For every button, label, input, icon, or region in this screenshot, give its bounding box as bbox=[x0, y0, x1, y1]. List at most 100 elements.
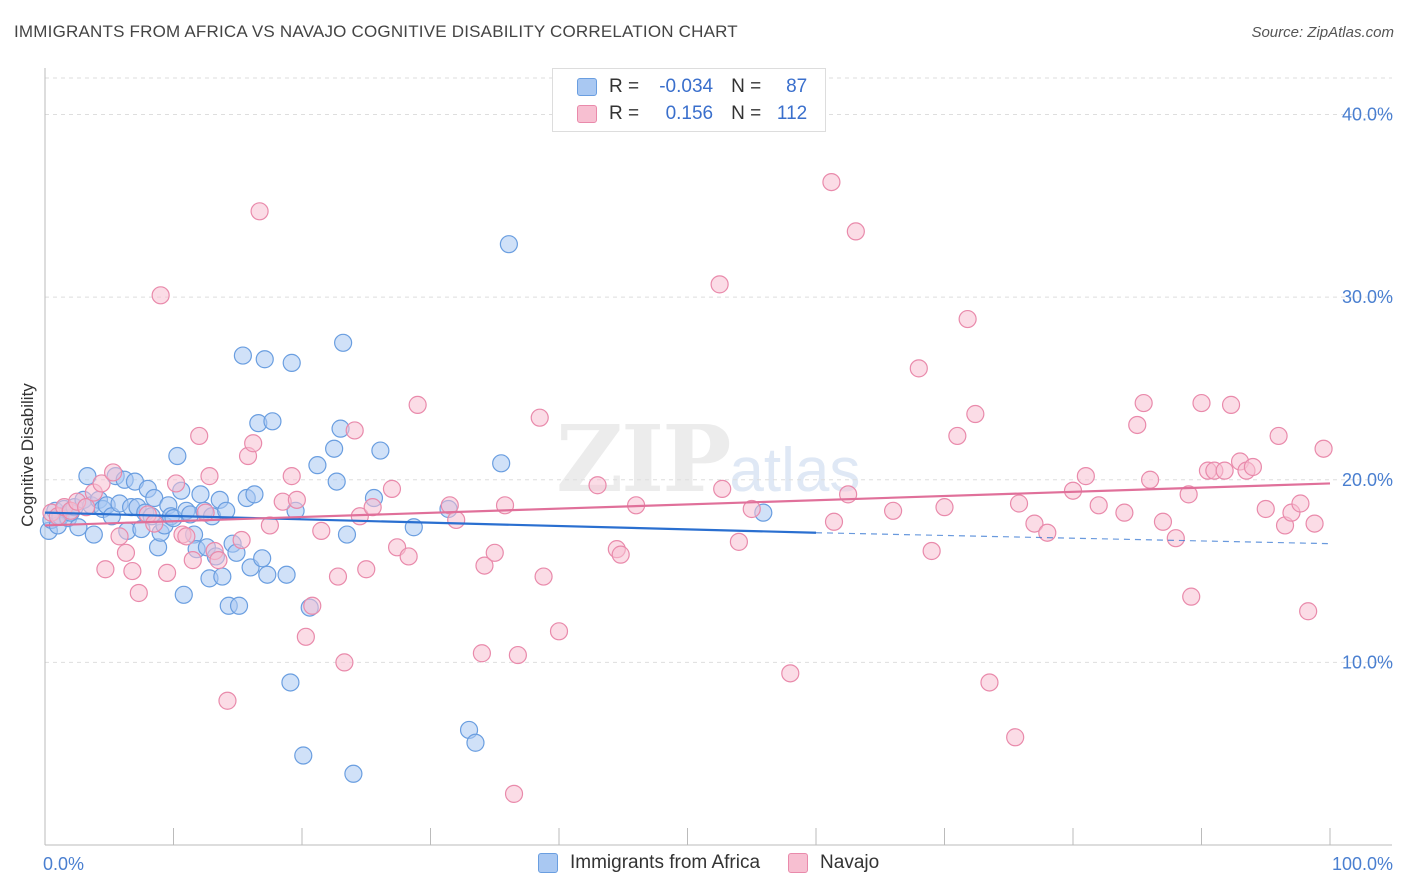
legend-row-africa: R = -0.034 N = 87 bbox=[577, 75, 807, 99]
legend-n-label: N = bbox=[731, 76, 762, 97]
navajo-point bbox=[123, 561, 142, 581]
africa-point bbox=[492, 454, 511, 473]
africa-point bbox=[191, 485, 210, 504]
navajo-point bbox=[260, 516, 279, 535]
navajo-point bbox=[232, 530, 251, 550]
navajo-point bbox=[1134, 393, 1153, 413]
navajo-point bbox=[382, 479, 402, 498]
x-tick-label: 0.0% bbox=[43, 854, 84, 874]
navajo-point bbox=[958, 309, 977, 329]
navajo-point bbox=[948, 426, 967, 446]
navajo-point bbox=[1009, 494, 1029, 513]
africa-point bbox=[277, 565, 296, 584]
navajo-point bbox=[846, 222, 865, 241]
legend-r-value: -0.034 bbox=[659, 76, 714, 97]
legend-r-label: R = bbox=[609, 76, 640, 97]
navajo-point bbox=[335, 653, 354, 672]
africa-trend-line bbox=[44, 511, 817, 534]
navajo-point bbox=[472, 644, 491, 663]
africa-point bbox=[145, 488, 164, 508]
navajo-point bbox=[363, 498, 382, 517]
source-label[interactable]: Source: ZipAtlas.com bbox=[1251, 24, 1394, 41]
navajo-point bbox=[1182, 587, 1201, 606]
navajo-point bbox=[96, 560, 115, 579]
navajo-trend-line bbox=[44, 482, 1331, 527]
navajo-point bbox=[1269, 426, 1288, 446]
navajo-point bbox=[1115, 503, 1134, 522]
navajo-point bbox=[710, 275, 729, 294]
navajo-point bbox=[1006, 728, 1025, 747]
africa-point bbox=[245, 485, 264, 504]
navajo-point bbox=[1038, 523, 1057, 542]
navajo-point bbox=[1166, 529, 1185, 548]
navajo-point bbox=[980, 673, 999, 692]
africa-point bbox=[344, 764, 363, 783]
navajo-point bbox=[549, 622, 569, 641]
navajo-point bbox=[824, 512, 844, 531]
navajo-point bbox=[508, 645, 527, 665]
africa-point bbox=[168, 446, 187, 466]
legend-r-label: R = bbox=[609, 103, 640, 124]
africa-point bbox=[174, 585, 193, 604]
navajo-point bbox=[1076, 467, 1095, 486]
africa-point bbox=[327, 472, 346, 491]
legend-n-value: 87 bbox=[786, 76, 808, 97]
navajo-point bbox=[209, 551, 228, 570]
navajo-point bbox=[287, 490, 306, 509]
navajo-point bbox=[1221, 395, 1241, 414]
navajo-point bbox=[77, 498, 96, 517]
navajo-point bbox=[1140, 470, 1160, 489]
navajo-point bbox=[157, 563, 177, 582]
navajo-point bbox=[177, 527, 196, 546]
y-tick-label: 20.0% bbox=[1342, 470, 1393, 490]
y-tick-label: 10.0% bbox=[1342, 652, 1393, 672]
y-tick-label: 30.0% bbox=[1342, 287, 1393, 307]
navajo-point bbox=[781, 664, 800, 683]
navajo-point bbox=[312, 521, 331, 540]
navajo-point bbox=[345, 421, 364, 440]
africa-point bbox=[282, 353, 301, 372]
legend-r-value: 0.156 bbox=[665, 103, 714, 124]
navajo-point bbox=[357, 560, 376, 579]
navajo-point bbox=[1305, 514, 1324, 533]
watermark-zip: ZIP bbox=[556, 405, 731, 513]
africa-point bbox=[308, 456, 327, 475]
africa-point bbox=[253, 549, 272, 568]
navajo-point bbox=[296, 627, 315, 646]
legend-n-label: N = bbox=[731, 103, 762, 124]
watermark-atlas: atlas bbox=[729, 436, 861, 505]
africa-point bbox=[69, 518, 88, 537]
navajo-point bbox=[116, 543, 136, 562]
legend-swatch-navajo bbox=[577, 105, 597, 123]
africa-point bbox=[499, 235, 518, 254]
navajo-point bbox=[328, 567, 348, 586]
navajo-point bbox=[303, 596, 322, 615]
navajo-point bbox=[408, 395, 427, 414]
navajo-point bbox=[922, 541, 941, 561]
navajo-point bbox=[282, 467, 301, 486]
legend-n-value: 112 bbox=[776, 103, 808, 124]
africa-point bbox=[213, 567, 232, 586]
navajo-point bbox=[1153, 512, 1173, 531]
navajo-point bbox=[196, 503, 215, 522]
africa-trend-extension bbox=[815, 532, 1331, 545]
navajo-point bbox=[1128, 415, 1147, 435]
navajo-point bbox=[883, 501, 903, 520]
navajo-point bbox=[145, 514, 164, 533]
series-legend-africa[interactable]: Immigrants from Africa bbox=[538, 852, 760, 874]
navajo-point bbox=[1243, 457, 1263, 477]
africa-point bbox=[84, 525, 103, 544]
africa-point bbox=[255, 350, 274, 369]
series-label-navajo: Navajo bbox=[820, 852, 880, 873]
navajo-point bbox=[504, 784, 524, 803]
navajo-point bbox=[475, 556, 494, 575]
series-legend-navajo[interactable]: Navajo bbox=[788, 852, 879, 874]
navajo-point bbox=[1089, 496, 1108, 515]
navajo-point bbox=[447, 510, 466, 530]
legend-swatch-africa bbox=[577, 78, 597, 96]
correlation-legend: R = -0.034 N = 87 R = 0.156 N = 112 bbox=[552, 68, 826, 132]
africa-point bbox=[233, 346, 252, 365]
navajo-point bbox=[399, 547, 418, 566]
navajo-point bbox=[530, 408, 549, 427]
